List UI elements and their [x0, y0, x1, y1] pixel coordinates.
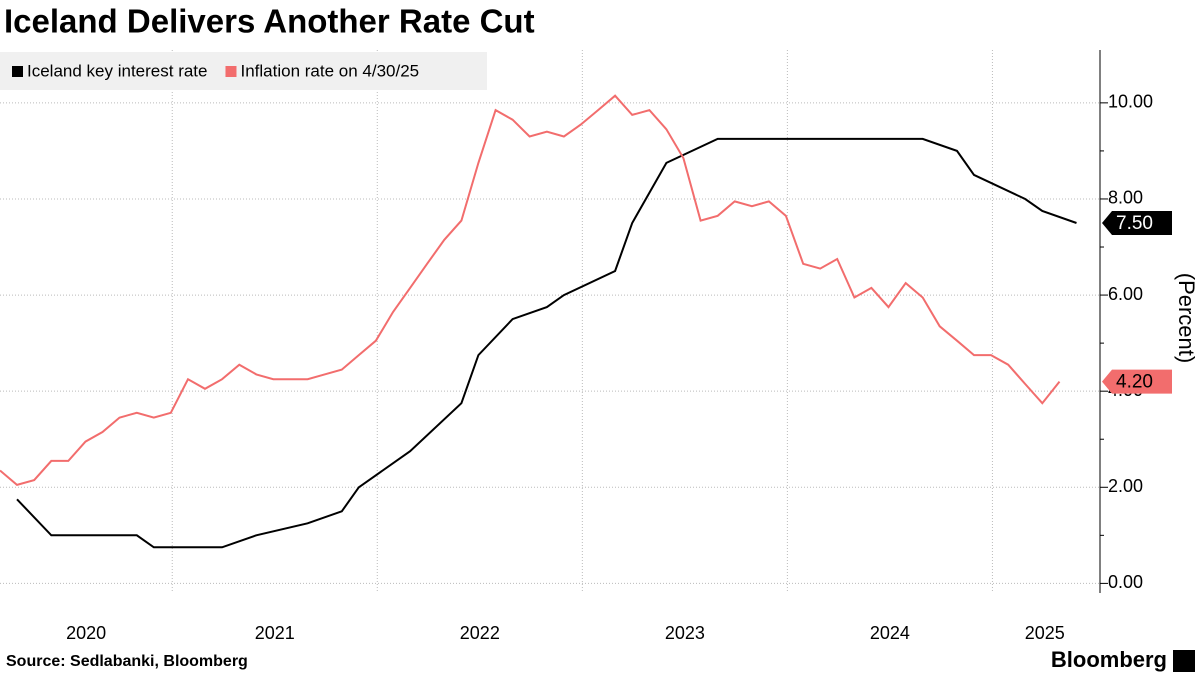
brand: Bloomberg — [1051, 647, 1167, 672]
legend-swatch — [12, 66, 23, 77]
source: Source: Sedlabanki, Bloomberg — [6, 653, 248, 670]
y-tick-label: 0.00 — [1108, 572, 1143, 592]
legend-swatch — [225, 66, 237, 77]
y-tick-label: 6.00 — [1108, 284, 1143, 304]
end-tag-label: 4.20 — [1116, 372, 1153, 393]
end-tag-label: 7.50 — [1116, 213, 1153, 234]
x-tick-label: 2023 — [665, 623, 705, 643]
y-tick-label: 2.00 — [1108, 476, 1143, 496]
legend-box — [0, 52, 487, 90]
y-tick-label: 8.00 — [1108, 188, 1143, 208]
x-tick-label: 2020 — [66, 623, 106, 643]
end-tag — [1102, 210, 1172, 235]
legend-label: Inflation rate on 4/30/25 — [240, 61, 419, 80]
x-tick-label: 2024 — [870, 623, 910, 643]
chart-title: Iceland Delivers Another Rate Cut — [4, 3, 535, 40]
y-tick-label: 10.00 — [1108, 92, 1153, 112]
x-tick-label: 2022 — [460, 623, 500, 643]
y-axis-label: (Percent) — [1174, 273, 1199, 363]
x-tick-label: 2025 — [1025, 623, 1065, 643]
brand-icon — [1173, 650, 1195, 672]
end-tag — [1102, 369, 1172, 394]
x-tick-label: 2021 — [255, 623, 295, 643]
series-line — [16, 137, 1077, 549]
legend-label: Iceland key interest rate — [27, 61, 207, 80]
series-line — [0, 94, 1061, 487]
